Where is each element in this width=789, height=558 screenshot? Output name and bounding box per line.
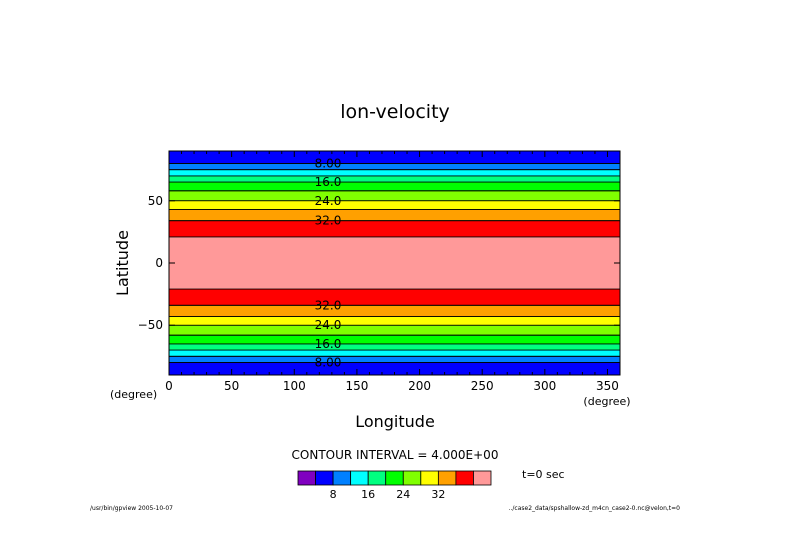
contour-band xyxy=(169,335,620,344)
contour-band xyxy=(169,236,620,290)
x-axis-unit: (degree) xyxy=(583,395,630,408)
contour-label: 8.00 xyxy=(315,156,342,170)
colorbar-swatch xyxy=(332,470,352,486)
y-tick-label: 0 xyxy=(155,256,163,270)
contour-label: 32.0 xyxy=(315,298,342,312)
contour-band xyxy=(169,325,620,336)
y-tick-label: −50 xyxy=(138,318,163,332)
x-tick-label: 150 xyxy=(345,379,368,393)
colorbar-tick-labels: 8 16 24 32 xyxy=(330,488,446,501)
colorbar-swatch xyxy=(402,470,422,486)
x-tick-labels: 0 50 100 150 200 250 300 350 xyxy=(165,379,619,393)
contour-band xyxy=(169,343,620,351)
contour-band xyxy=(169,175,620,183)
x-axis-label: Longitude xyxy=(355,412,435,431)
contour-band xyxy=(169,190,620,201)
colorbar-swatch xyxy=(420,470,439,486)
contour-interval-label: CONTOUR INTERVAL = 4.000E+00 xyxy=(292,448,499,462)
contour-label: 8.00 xyxy=(315,356,342,370)
contour-band xyxy=(169,209,620,221)
colorbar-tick-label: 8 xyxy=(330,488,337,501)
x-tick-label: 0 xyxy=(165,379,173,393)
contour-label: 32.0 xyxy=(315,214,342,228)
footer-left: /usr/bin/gpview 2005-10-07 xyxy=(90,505,173,512)
contour-band xyxy=(169,151,620,164)
colorbar-swatch xyxy=(437,470,457,486)
colorbar-tick-label: 32 xyxy=(431,488,445,501)
contour-label: 16.0 xyxy=(315,175,342,189)
contour-label: 16.0 xyxy=(315,337,342,351)
contour-band xyxy=(169,356,620,363)
x-tick-label: 100 xyxy=(283,379,306,393)
time-label: t=0 sec xyxy=(522,468,565,481)
x-tick-label: 350 xyxy=(596,379,619,393)
contour-band xyxy=(169,350,620,357)
colorbar-swatch xyxy=(473,470,492,486)
x-tick-label: 200 xyxy=(408,379,431,393)
contour-band xyxy=(169,220,620,237)
y-tick-labels: −50 0 50 xyxy=(138,194,163,332)
chart-title: lon-velocity xyxy=(340,101,450,123)
contour-labels: 8.00 16.0 24.0 32.0 32.0 24.0 16.0 8.00 xyxy=(315,156,342,369)
colorbar xyxy=(297,470,492,486)
x-tick-label: 300 xyxy=(533,379,556,393)
contour-band xyxy=(169,169,620,176)
x-tick-label: 250 xyxy=(471,379,494,393)
colorbar-tick-label: 24 xyxy=(396,488,410,501)
colorbar-swatch xyxy=(455,470,474,486)
contour-band xyxy=(169,163,620,170)
footer-right: ../case2_data/spshallow-zd_m4cn_case2-0.… xyxy=(509,505,681,512)
colorbar-swatch xyxy=(367,470,387,486)
contour-bands xyxy=(169,151,620,375)
contour-label: 24.0 xyxy=(315,194,342,208)
colorbar-swatch xyxy=(350,470,369,486)
colorbar-swatch xyxy=(385,470,404,486)
colorbar-tick-label: 16 xyxy=(361,488,375,501)
contour-band xyxy=(169,200,620,210)
y-axis-unit: (degree) xyxy=(110,388,157,401)
contour-lines xyxy=(169,163,620,363)
contour-band xyxy=(169,362,620,375)
contour-band xyxy=(169,182,620,191)
contour-label: 24.0 xyxy=(315,318,342,332)
contour-band xyxy=(169,289,620,306)
colorbar-swatch xyxy=(297,470,316,486)
contour-band xyxy=(169,305,620,317)
axis-ticks xyxy=(168,151,620,375)
y-axis-label: Latitude xyxy=(113,230,132,296)
y-tick-label: 50 xyxy=(148,194,163,208)
colorbar-swatch xyxy=(315,470,334,486)
x-tick-label: 50 xyxy=(224,379,239,393)
contour-band xyxy=(169,316,620,326)
